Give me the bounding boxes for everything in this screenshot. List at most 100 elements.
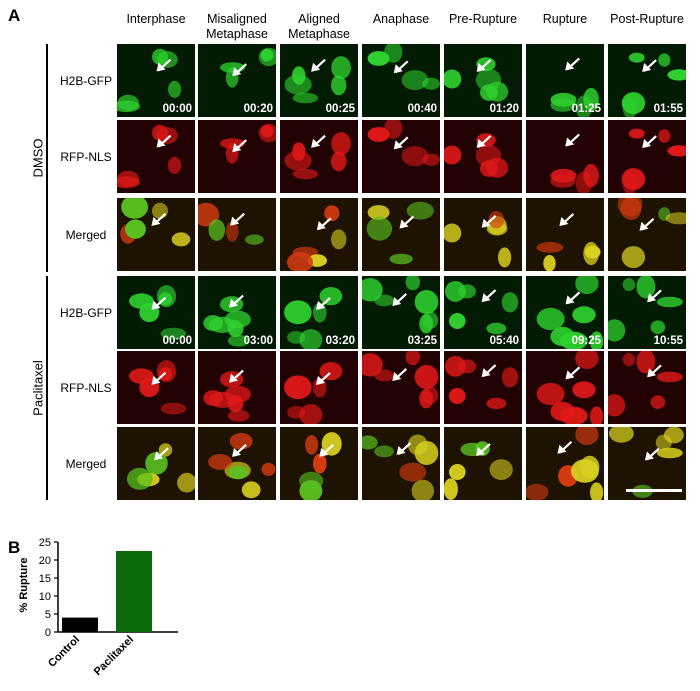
timestamp-label: 00:00	[162, 335, 192, 347]
micrograph-image	[198, 276, 276, 349]
timestamp-label: 05:40	[489, 335, 519, 347]
micrograph-tile	[198, 351, 276, 424]
row-label-rfp-nls: RFP-NLS	[60, 380, 112, 395]
micrograph-tile	[198, 120, 276, 193]
micrograph-image	[117, 120, 195, 193]
chart-category-label: Control	[46, 634, 82, 670]
arrow-marker-icon	[316, 372, 331, 385]
micrograph-image	[526, 44, 604, 117]
arrow-marker-icon	[311, 134, 326, 148]
arrow-marker-icon	[559, 213, 575, 226]
chart-y-tick-label: 25	[39, 537, 51, 549]
micrograph-image	[280, 276, 358, 349]
micrograph-tile	[280, 427, 358, 500]
micrograph-image	[444, 120, 522, 193]
timestamp-label: 10:55	[653, 335, 683, 347]
micrograph-image	[280, 351, 358, 424]
micrograph-tile: 00:00	[117, 276, 195, 349]
bar-control	[62, 617, 98, 632]
micrograph-image	[117, 351, 195, 424]
chart-bars: Control Paclitaxel	[46, 551, 152, 678]
arrow-marker-icon	[319, 444, 335, 457]
row-label-merged: Merged	[65, 456, 107, 471]
micrograph-tile	[198, 427, 276, 500]
arrow-marker-icon	[642, 135, 657, 149]
micrograph-image	[444, 44, 522, 117]
micrograph-tile	[117, 351, 195, 424]
arrow-marker-icon	[647, 289, 662, 303]
arrow-marker-icon	[232, 139, 247, 153]
micrograph-image	[608, 427, 686, 500]
micrograph-image	[362, 276, 440, 349]
scale-bar	[626, 489, 682, 492]
rupture-bar-chart: 0 5 10 15 20 25 Control Paclitaxel % Rupture	[18, 537, 178, 678]
micrograph-image	[608, 276, 686, 349]
micrograph-image	[280, 120, 358, 193]
micrograph-image	[444, 198, 522, 271]
micrograph-image	[526, 120, 604, 193]
micrograph-image	[608, 351, 686, 424]
arrow-marker-icon	[481, 364, 497, 378]
micrograph-image	[526, 351, 604, 424]
arrow-marker-icon	[156, 134, 172, 148]
arrow-marker-icon	[393, 60, 409, 74]
arrow-marker-icon	[316, 297, 331, 310]
micrograph-image	[526, 427, 604, 500]
micrograph-tile: 09:25	[526, 276, 604, 349]
row-label-rfp-nls: RFP-NLS	[60, 149, 112, 164]
micrograph-tile	[362, 120, 440, 193]
arrow-marker-icon	[151, 213, 167, 226]
micrograph-image	[526, 276, 604, 349]
micrograph-tile: 01:55	[608, 44, 686, 117]
column-header-pre-rupture: Pre-Rupture	[448, 12, 518, 26]
micrograph-image	[198, 427, 276, 500]
chart-y-tick-label: 5	[45, 609, 51, 621]
column-header-post-rupture: Post-Rupture	[610, 12, 684, 26]
arrow-marker-icon	[399, 215, 415, 229]
arrow-marker-icon	[481, 214, 497, 228]
micrograph-tile	[280, 120, 358, 193]
micrograph-image	[444, 427, 522, 500]
micrograph-image	[362, 120, 440, 193]
micrograph-image	[526, 198, 604, 271]
micrograph-image	[117, 198, 195, 271]
arrow-marker-icon	[316, 217, 332, 231]
micrograph-image	[362, 427, 440, 500]
column-header-aligned-metaphase: Aligned Metaphase	[288, 12, 350, 41]
micrograph-tile	[444, 427, 522, 500]
chart-y-tick-label: 20	[39, 555, 51, 567]
panel-a-letter: A	[8, 6, 21, 25]
arrow-marker-icon	[481, 289, 497, 303]
column-header-misaligned-metaphase: Misaligned Metaphase	[206, 12, 268, 41]
micrograph-tile	[117, 427, 195, 500]
row-label-h2b-gfp: H2B-GFP	[59, 73, 112, 88]
micrograph-tile	[362, 427, 440, 500]
timestamp-label: 00:40	[407, 103, 437, 115]
micrograph-tile: 01:20	[444, 44, 522, 117]
chart-axes: 0 5 10 15 20 25	[39, 537, 178, 639]
micrograph-tile: 03:00	[198, 276, 276, 349]
micrograph-image	[280, 198, 358, 271]
arrow-marker-icon	[393, 136, 409, 150]
micrograph-tile: 05:40	[444, 276, 522, 349]
micrograph-image	[362, 351, 440, 424]
timestamp-label: 09:25	[571, 335, 601, 347]
micrograph-image	[198, 44, 276, 117]
micrograph-tile	[608, 427, 686, 500]
timestamp-label: 01:20	[489, 103, 519, 115]
micrograph-tile	[280, 198, 358, 271]
chart-y-tick-label: 10	[39, 591, 51, 603]
panel-b-letter: B	[8, 538, 21, 557]
arrow-marker-icon	[565, 366, 581, 380]
micrograph-image	[444, 351, 522, 424]
arrow-marker-icon	[557, 440, 573, 454]
micrograph-tile: 10:55	[608, 276, 686, 349]
micrograph-image	[608, 120, 686, 193]
micrograph-tile	[608, 351, 686, 424]
timestamp-label: 03:00	[243, 335, 273, 347]
arrow-marker-icon	[475, 443, 491, 456]
arrow-marker-icon	[476, 135, 492, 148]
micrograph-tile: 00:00	[117, 44, 195, 117]
micrograph-tile: 03:25	[362, 276, 440, 349]
micrograph-image	[362, 198, 440, 271]
